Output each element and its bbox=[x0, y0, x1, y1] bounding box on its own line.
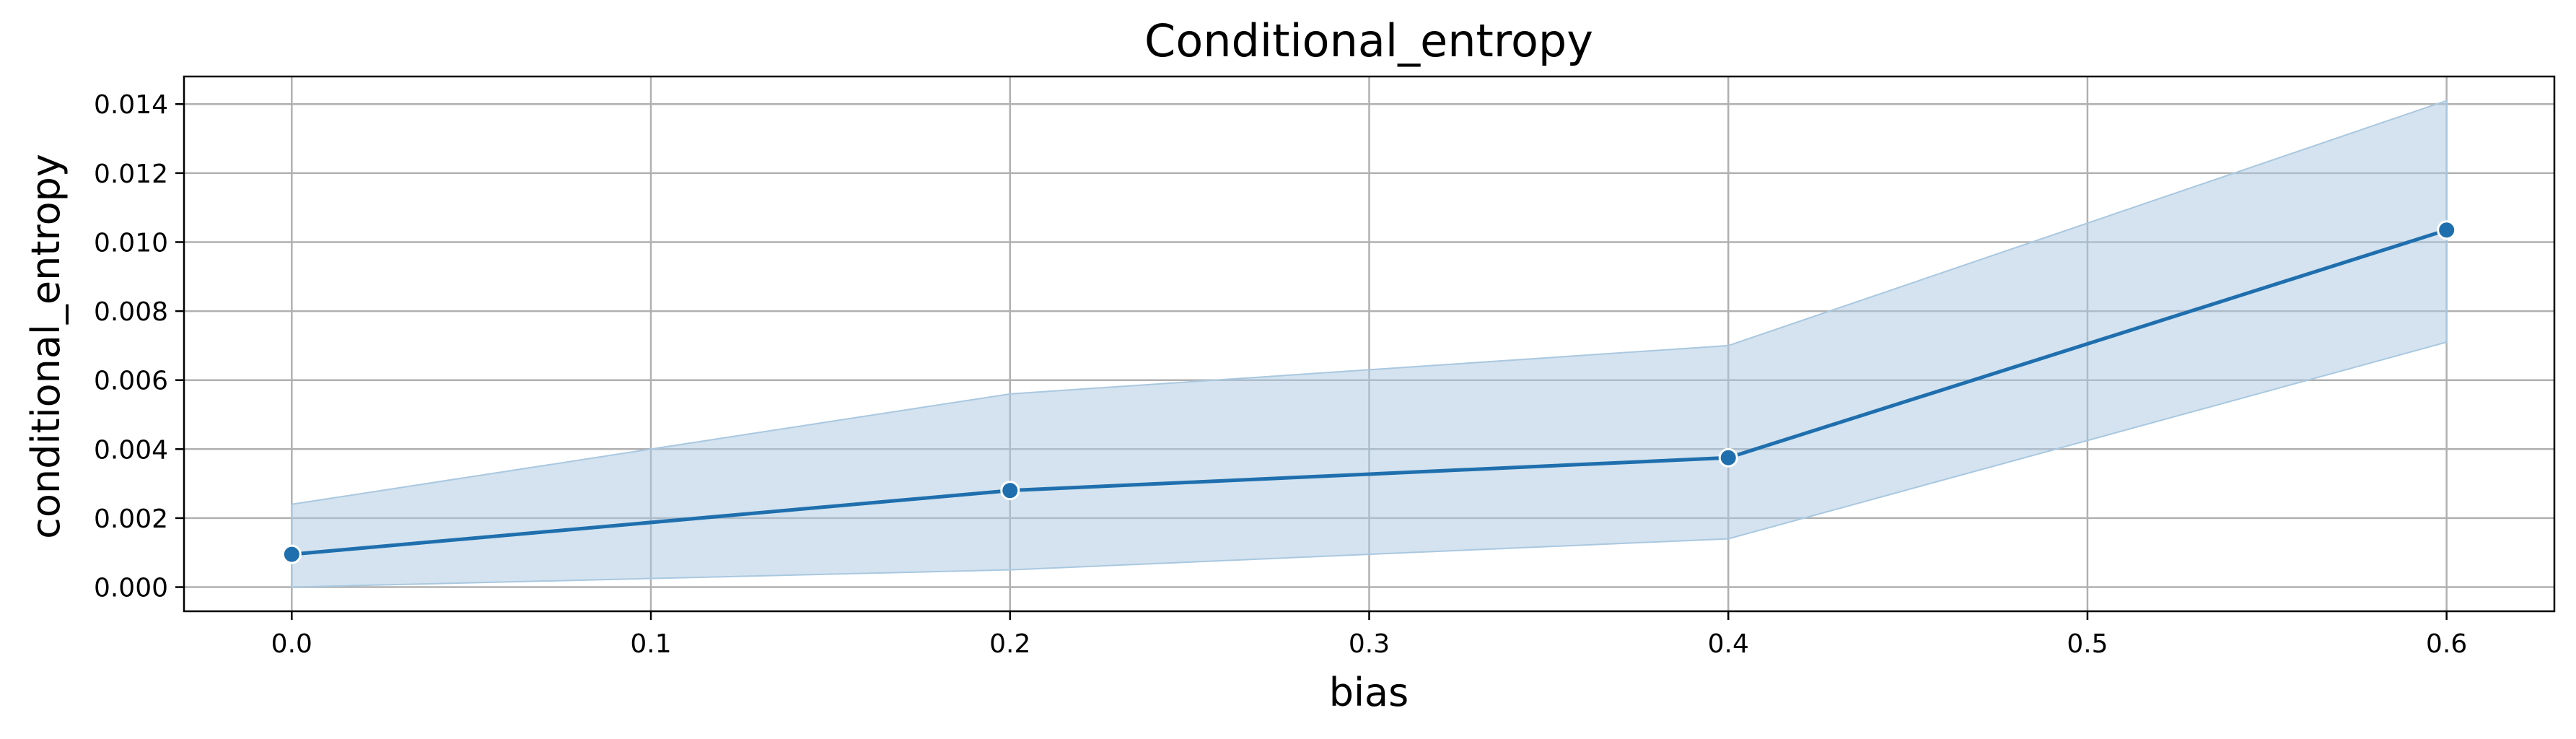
x-axis-ticks: 0.0 0.1 0.2 0.3 0.4 0.5 0.6 bbox=[271, 611, 2467, 659]
y-tick-label: 0.010 bbox=[94, 228, 168, 258]
y-axis-ticks: 0.000 0.002 0.004 0.006 0.008 0.010 0.012 0.014 bbox=[94, 90, 184, 603]
y-axis-label: conditional_entropy bbox=[23, 154, 69, 539]
confidence-band-layer bbox=[291, 100, 2448, 588]
x-tick-label: 0.1 bbox=[630, 629, 671, 659]
y-tick-label: 0.004 bbox=[94, 435, 168, 465]
x-tick-label: 0.4 bbox=[1708, 629, 1749, 659]
y-tick-label: 0.012 bbox=[94, 159, 168, 189]
y-tick-label: 0.002 bbox=[94, 504, 168, 534]
data-point bbox=[281, 544, 302, 564]
data-points-layer bbox=[281, 220, 2457, 564]
x-tick-label: 0.6 bbox=[2426, 629, 2467, 659]
x-tick-label: 0.2 bbox=[989, 629, 1030, 659]
x-tick-label: 0.0 bbox=[271, 629, 312, 659]
y-tick-label: 0.008 bbox=[94, 297, 168, 327]
series-line-layer bbox=[289, 228, 2449, 556]
y-tick-label: 0.014 bbox=[94, 90, 168, 120]
x-tick-label: 0.3 bbox=[1349, 629, 1390, 659]
data-point bbox=[1718, 447, 1738, 468]
x-tick-label: 0.5 bbox=[2067, 629, 2108, 659]
y-tick-label: 0.000 bbox=[94, 574, 168, 603]
data-point bbox=[1000, 481, 1020, 501]
y-tick-label: 0.006 bbox=[94, 367, 168, 396]
chart-title: Conditional_entropy bbox=[1144, 14, 1593, 67]
confidence-band bbox=[291, 100, 2448, 588]
data-point bbox=[2437, 220, 2457, 240]
x-axis-label: bias bbox=[1329, 670, 1409, 715]
series-line bbox=[289, 228, 2449, 556]
